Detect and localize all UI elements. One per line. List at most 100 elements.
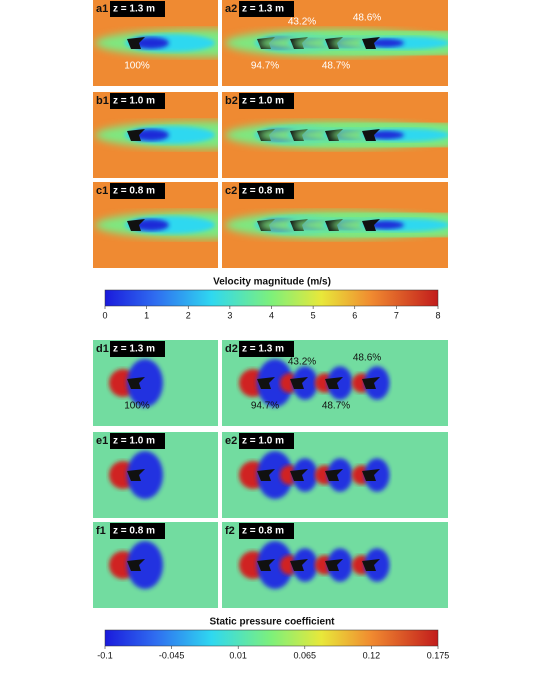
turbine [362, 219, 380, 231]
height-box [110, 433, 165, 449]
height-label: z = 1.0 m [242, 436, 284, 447]
height-box [110, 341, 165, 357]
height-label: z = 0.8 m [113, 186, 155, 197]
panel-id: d1 [96, 343, 109, 355]
turbine [257, 377, 275, 389]
colorbar-tick-label: 3 [227, 310, 232, 320]
percent-label: 94.7% [251, 61, 279, 72]
height-box [239, 1, 294, 17]
colorbar-tick-label: 0.175 [427, 650, 450, 660]
height-label: z = 1.3 m [242, 4, 284, 15]
height-label: z = 1.0 m [113, 436, 155, 447]
panel-id: a2 [225, 3, 237, 15]
height-box [110, 93, 165, 109]
low-pressure [127, 451, 163, 499]
panel-id: a1 [96, 3, 108, 15]
height-label: z = 0.8 m [113, 526, 155, 537]
colorbar-tick-label: 6 [352, 310, 357, 320]
panel-id: f2 [225, 525, 235, 537]
colorbar-tick-label: 8 [435, 310, 440, 320]
low-pressure [364, 366, 390, 400]
colorbar-tick-label: 0 [102, 310, 107, 320]
colorbar-tick-label: 0.065 [294, 650, 317, 660]
panel-id: d2 [225, 343, 238, 355]
turbine [362, 377, 380, 389]
low-pressure [127, 359, 163, 407]
percent-label: 43.2% [288, 357, 316, 368]
turbine [290, 469, 308, 481]
turbine [257, 469, 275, 481]
panel-id: c2 [225, 185, 237, 197]
panel: c1 z = 0.8 m [93, 182, 218, 268]
low-pressure [257, 359, 293, 407]
wake-core [368, 220, 404, 230]
panel-id: e2 [225, 435, 237, 447]
low-pressure [292, 458, 318, 492]
turbine [127, 559, 145, 571]
panel-id: b2 [225, 95, 238, 107]
low-pressure [364, 458, 390, 492]
height-label: z = 1.0 m [242, 96, 284, 107]
panel: d1 z = 1.3 m 100% [93, 340, 218, 426]
colorbar [104, 629, 439, 647]
low-pressure [127, 541, 163, 589]
colorbar-tick-label: -0.1 [97, 650, 113, 660]
colorbar-tick-label: 5 [311, 310, 316, 320]
height-label: z = 1.0 m [113, 96, 155, 107]
turbine [290, 559, 308, 571]
height-label: z = 0.8 m [242, 526, 284, 537]
panel: b2 z = 1.0 m [222, 92, 448, 178]
turbine [127, 469, 145, 481]
turbine [325, 559, 343, 571]
low-pressure [327, 366, 353, 400]
colorbar-tick-label: 7 [394, 310, 399, 320]
height-box [239, 93, 294, 109]
percent-label: 48.7% [322, 401, 350, 412]
height-box [110, 523, 165, 539]
turbine [127, 37, 145, 49]
panel: e1 z = 1.0 m [93, 432, 218, 518]
low-pressure [292, 366, 318, 400]
height-label: z = 1.3 m [242, 344, 284, 355]
panel: c2 z = 0.8 m [222, 182, 448, 268]
panel: a1 z = 1.3 m 100% [93, 0, 218, 86]
height-label: z = 1.3 m [113, 4, 155, 15]
colorbar-title: Velocity magnitude (m/s) [213, 277, 331, 288]
percent-label: 100% [124, 401, 150, 412]
low-pressure [292, 548, 318, 582]
colorbar-tick-label: -0.045 [159, 650, 185, 660]
turbine [127, 129, 145, 141]
turbine [362, 469, 380, 481]
turbine [127, 219, 145, 231]
colorbar-tick-label: 1 [144, 310, 149, 320]
height-box [239, 523, 294, 539]
turbine [290, 377, 308, 389]
panel: d2 z = 1.3 m 43.2% 48.6% 94.7% 48.7% [222, 340, 448, 426]
height-box [239, 183, 294, 199]
panel-id: f1 [96, 525, 106, 537]
panel: a2 z = 1.3 m 43.2% 48.6% 94.7% 48.7% [222, 0, 448, 86]
panel-id: e1 [96, 435, 108, 447]
panel: e2 z = 1.0 m [222, 432, 448, 518]
field [222, 182, 448, 268]
percent-label: 43.2% [288, 17, 316, 28]
low-pressure [327, 458, 353, 492]
turbine [362, 559, 380, 571]
turbine [127, 377, 145, 389]
colorbar-tick-label: 0.01 [229, 650, 247, 660]
percent-label: 48.7% [322, 61, 350, 72]
low-pressure [364, 548, 390, 582]
percent-label: 48.6% [353, 353, 381, 364]
colorbar [104, 289, 439, 307]
height-box [239, 341, 294, 357]
panel-id: c1 [96, 185, 108, 197]
wake-core [368, 38, 404, 48]
height-box [239, 433, 294, 449]
colorbar-tick-label: 0.12 [363, 650, 381, 660]
height-box [110, 183, 165, 199]
percent-label: 100% [124, 61, 150, 72]
panel: f1 z = 0.8 m [93, 522, 218, 608]
low-pressure [257, 451, 293, 499]
low-pressure [257, 541, 293, 589]
